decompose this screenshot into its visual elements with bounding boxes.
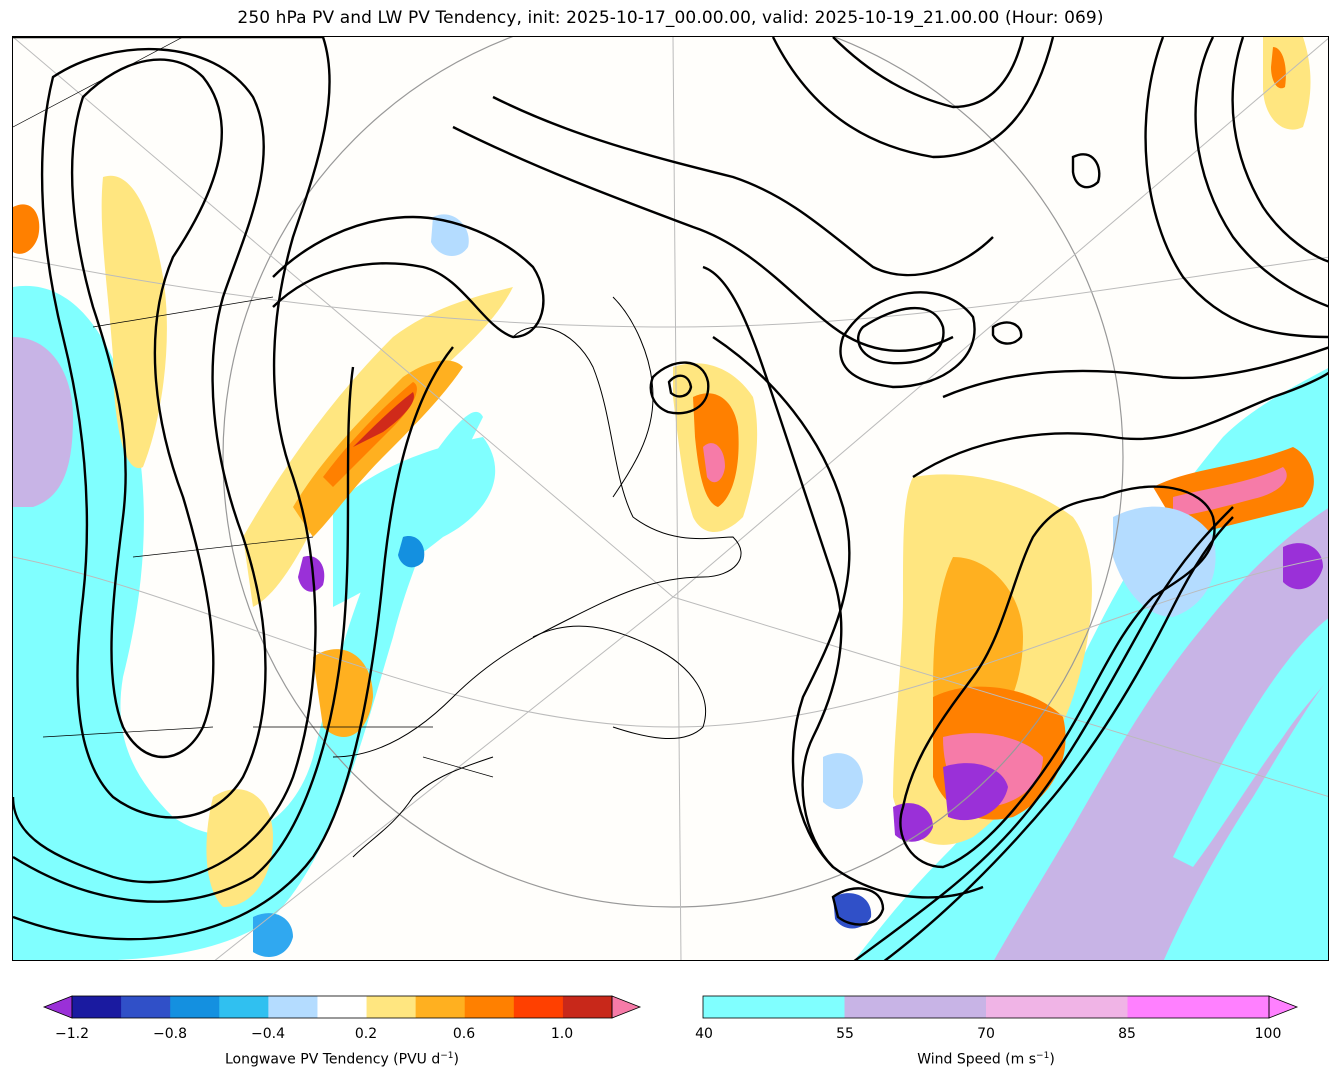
wind-colorbar-cell bbox=[703, 996, 845, 1018]
wind-tick-4: 85 bbox=[1118, 1026, 1136, 1042]
tendency-negative-4 bbox=[893, 803, 933, 842]
graticule-lat-2 bbox=[13, 256, 1328, 328]
wind-speed-colorbar-label: Wind Speed (m s−1) bbox=[917, 1051, 1055, 1068]
pv-colorbar-arrow-left bbox=[42, 995, 73, 1019]
tendency-positive-4 bbox=[353, 392, 414, 447]
pv-contour-20 bbox=[899, 485, 1216, 869]
pv-tick-3: −0.4 bbox=[251, 1026, 285, 1042]
pv-contour-17 bbox=[667, 374, 693, 398]
coastline-3 bbox=[352, 756, 494, 858]
pv-contour-11 bbox=[1194, 37, 1328, 308]
pv-contour-10 bbox=[771, 37, 1055, 159]
wind-tick-5: 100 bbox=[1254, 1026, 1282, 1042]
pv-contour-22 bbox=[912, 371, 1328, 478]
pv-contour-3 bbox=[13, 37, 331, 884]
pv-tick-6: 1.0 bbox=[550, 1026, 574, 1042]
tendency-negative-2 bbox=[1283, 543, 1323, 590]
border-lines bbox=[13, 37, 494, 778]
graticule-circle bbox=[222, 37, 1124, 908]
pv-contour-24 bbox=[883, 516, 1234, 960]
pv-colorbar-cell bbox=[415, 996, 466, 1018]
wind-region-west-core bbox=[13, 337, 73, 507]
pv-colorbar-cell bbox=[513, 996, 564, 1018]
wind-tick-3: 70 bbox=[977, 1026, 995, 1042]
tendency-positive-7 bbox=[703, 443, 725, 483]
pv-colorbar-cell bbox=[562, 996, 613, 1018]
map-title: 250 hPa PV and LW PV Tendency, init: 202… bbox=[237, 8, 1104, 28]
tendency-positive-19 bbox=[313, 649, 373, 737]
tendency-negative-10 bbox=[398, 536, 425, 568]
wind-speed-colorbar-graphic bbox=[702, 995, 1299, 1019]
pv-contour-21 bbox=[942, 346, 1328, 399]
pv-contour-15 bbox=[839, 291, 976, 389]
pv-tick-4: 0.2 bbox=[354, 1026, 378, 1042]
pv-contour-19 bbox=[712, 336, 851, 868]
pv-contour-27 bbox=[991, 321, 1023, 345]
tendency-negative-5 bbox=[823, 753, 863, 810]
pv-tendency-colorbar-graphic bbox=[42, 995, 642, 1019]
wind-tick-1: 40 bbox=[695, 1026, 713, 1042]
graticule-meridian-3 bbox=[672, 38, 1328, 598]
pv-colorbar-cell bbox=[366, 996, 417, 1018]
pv-tick-2: −0.8 bbox=[153, 1026, 187, 1042]
pv-contour-23 bbox=[853, 506, 1234, 960]
wind-region-east-core bbox=[994, 508, 1328, 960]
graticule-meridian-4 bbox=[672, 596, 1328, 797]
pv-tick-5: 0.6 bbox=[452, 1026, 476, 1042]
pv-colorbar-arrow-right bbox=[611, 995, 642, 1019]
pv-contour-5 bbox=[13, 346, 454, 941]
wind-region-east-inner bbox=[1173, 618, 1328, 867]
wind-colorbar-outline bbox=[702, 995, 1270, 1019]
pv-tick-1: −1.2 bbox=[55, 1026, 89, 1042]
wind-region-central bbox=[333, 437, 496, 607]
pv-contour-25 bbox=[831, 887, 885, 926]
pv-colorbar-cell bbox=[317, 996, 368, 1018]
pv-contour-9 bbox=[832, 37, 1025, 109]
pv-colorbar-cell bbox=[268, 996, 318, 1018]
pv-colorbar-cell bbox=[170, 996, 220, 1018]
map-panel[interactable] bbox=[12, 36, 1329, 961]
pv-tendency-colorbar bbox=[42, 995, 642, 1019]
coastline-1 bbox=[332, 326, 742, 758]
wind-tick-2: 55 bbox=[836, 1026, 854, 1042]
wind-colorbar-arrow-right bbox=[1268, 995, 1299, 1019]
pv-tendency-colorbar-label: Longwave PV Tendency (PVU d−1) bbox=[224, 1051, 460, 1068]
tendency-negative-1 bbox=[1113, 506, 1216, 617]
graticule-meridian-2 bbox=[13, 37, 674, 598]
graticule-meridian-1 bbox=[672, 37, 682, 960]
pv-contour-12 bbox=[1231, 37, 1328, 263]
pv-contour-7 bbox=[492, 95, 994, 277]
tendency-negative-9 bbox=[298, 556, 325, 592]
pv-colorbar-cell bbox=[72, 996, 122, 1018]
pv-colorbar-outline bbox=[71, 995, 613, 1019]
wind-colorbar-cell bbox=[1127, 996, 1270, 1018]
pv-contour-8 bbox=[452, 125, 954, 353]
wind-colorbar-cell bbox=[986, 996, 1128, 1018]
tendency-positive-16 bbox=[1263, 37, 1311, 130]
pv-contour-6 bbox=[272, 215, 545, 339]
pv-colorbar-cell bbox=[121, 996, 171, 1018]
tendency-positive-18 bbox=[206, 789, 273, 907]
tendency-negative-7 bbox=[253, 913, 293, 957]
pv-colorbar-cell bbox=[219, 996, 269, 1018]
pv-contour-1 bbox=[70, 58, 224, 759]
pv-colorbar-cell bbox=[464, 996, 515, 1018]
pv-contour-2 bbox=[40, 47, 267, 819]
tendency-negative-3 bbox=[943, 763, 1008, 821]
tendency-positive-13 bbox=[1173, 467, 1287, 517]
pv-contour-13 bbox=[1144, 37, 1328, 339]
tendency-positive-15 bbox=[13, 204, 40, 254]
pv-contour-16 bbox=[649, 361, 710, 415]
weather-map bbox=[13, 37, 1328, 960]
graticule-meridian-5 bbox=[214, 596, 674, 960]
pv-contour-26 bbox=[1071, 153, 1101, 189]
wind-colorbar-cell bbox=[844, 996, 987, 1018]
pv-contour-4 bbox=[13, 366, 355, 903]
pv-contour-14 bbox=[857, 306, 945, 365]
graticule-lat-1 bbox=[13, 556, 1328, 728]
wind-speed-colorbar bbox=[702, 995, 1299, 1019]
coastline-2 bbox=[532, 625, 707, 739]
